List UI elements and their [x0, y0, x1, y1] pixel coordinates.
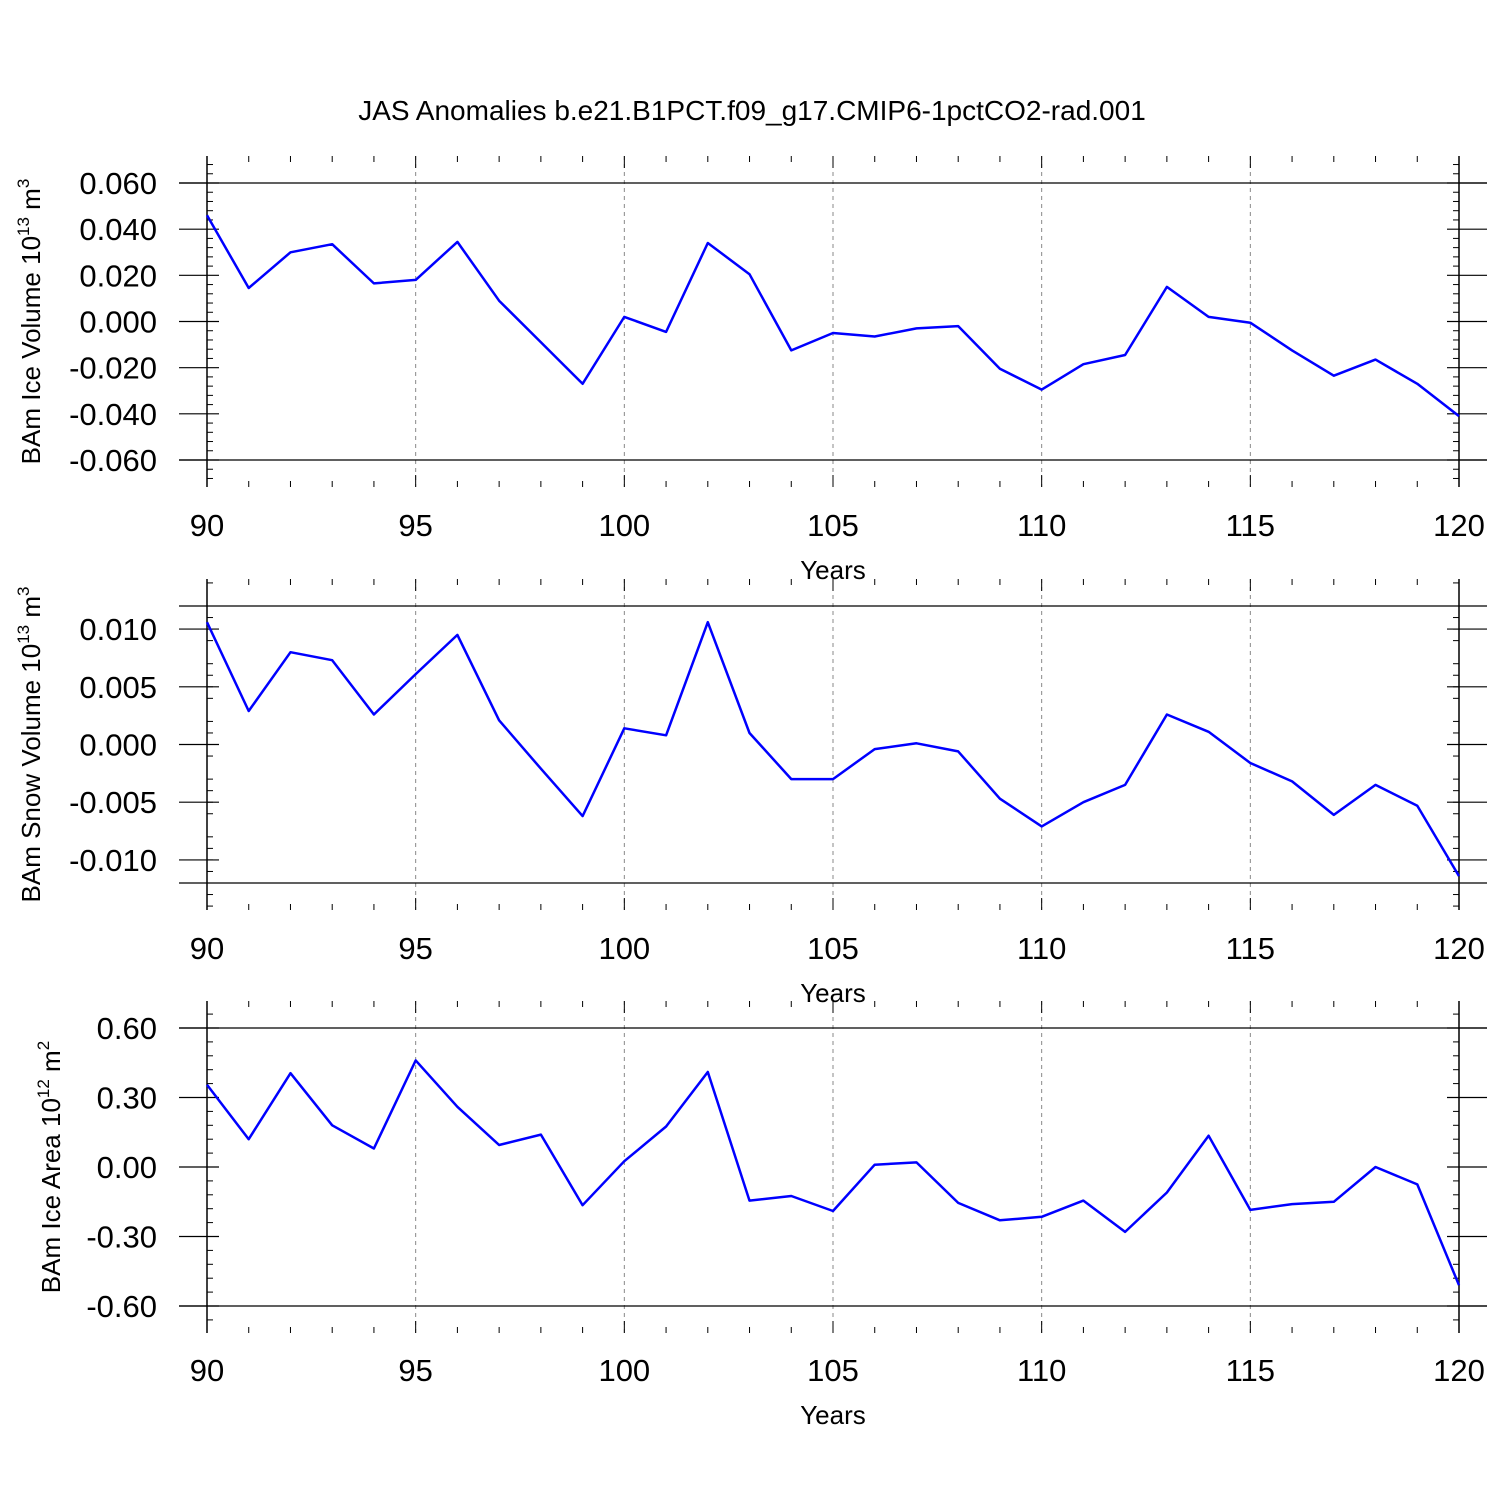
y-axis-label-text: BAm Snow Volume 10 — [16, 644, 46, 903]
x-tick-label: 90 — [190, 931, 224, 966]
y-axis-label-exponent: 13 — [14, 217, 33, 236]
x-tick-label: 110 — [1017, 508, 1066, 543]
y-axis-label: BAm Ice Area 1012 m2 — [34, 1041, 66, 1293]
x-tick-label: 90 — [190, 508, 224, 543]
x-axis-label: Years — [800, 1400, 866, 1430]
y-axis-label-unit: m — [16, 596, 46, 625]
figure-title: JAS Anomalies b.e21.B1PCT.f09_g17.CMIP6-… — [358, 95, 1146, 126]
x-tick-label: 115 — [1226, 931, 1275, 966]
x-tick-label: 105 — [807, 508, 859, 543]
x-tick-label: 100 — [598, 508, 650, 543]
x-tick-label: 105 — [807, 1353, 859, 1388]
y-axis-label-unit-exponent: 3 — [14, 587, 33, 596]
y-tick-label: 0.60 — [97, 1011, 157, 1046]
x-tick-label: 115 — [1226, 1353, 1275, 1388]
x-tick-label: 110 — [1017, 931, 1066, 966]
x-tick-label: 105 — [807, 931, 859, 966]
x-tick-label: 95 — [398, 508, 432, 543]
y-axis-label-unit: m — [36, 1050, 66, 1079]
x-tick-label: 95 — [398, 1353, 432, 1388]
y-axis-label-unit: m — [16, 188, 46, 217]
x-tick-label: 115 — [1226, 508, 1275, 543]
y-tick-label: 0.010 — [79, 612, 157, 647]
y-tick-label: 0.000 — [79, 728, 157, 763]
y-tick-label: 0.040 — [79, 212, 157, 247]
y-axis-label-unit-exponent: 3 — [14, 179, 33, 188]
y-tick-label: -0.010 — [69, 843, 157, 878]
x-tick-label: 100 — [598, 1353, 650, 1388]
x-tick-label: 110 — [1017, 1353, 1066, 1388]
y-axis-label-text: BAm Ice Area 10 — [36, 1098, 66, 1293]
y-tick-label: -0.060 — [69, 443, 157, 478]
y-tick-label: -0.005 — [69, 785, 157, 820]
x-tick-label: 100 — [598, 931, 650, 966]
y-tick-label: 0.060 — [79, 166, 157, 201]
y-tick-label: -0.60 — [86, 1289, 157, 1324]
x-tick-label: 90 — [190, 1353, 224, 1388]
x-tick-label: 120 — [1433, 931, 1485, 966]
y-tick-label: 0.005 — [79, 670, 157, 705]
y-tick-label: -0.020 — [69, 351, 157, 386]
x-tick-label: 120 — [1433, 508, 1485, 543]
y-axis-label-unit-exponent: 2 — [34, 1041, 53, 1050]
y-tick-label: -0.040 — [69, 397, 157, 432]
y-tick-label: 0.000 — [79, 305, 157, 340]
y-tick-label: -0.30 — [86, 1220, 157, 1255]
y-axis-label-text: BAm Ice Volume 10 — [16, 236, 46, 464]
y-axis-label-exponent: 12 — [34, 1079, 53, 1098]
y-tick-label: 0.00 — [97, 1150, 157, 1185]
y-tick-label: 0.020 — [79, 258, 157, 293]
x-tick-label: 120 — [1433, 1353, 1485, 1388]
y-axis-label-exponent: 13 — [14, 625, 33, 644]
x-tick-label: 95 — [398, 931, 432, 966]
y-tick-label: 0.30 — [97, 1081, 157, 1116]
